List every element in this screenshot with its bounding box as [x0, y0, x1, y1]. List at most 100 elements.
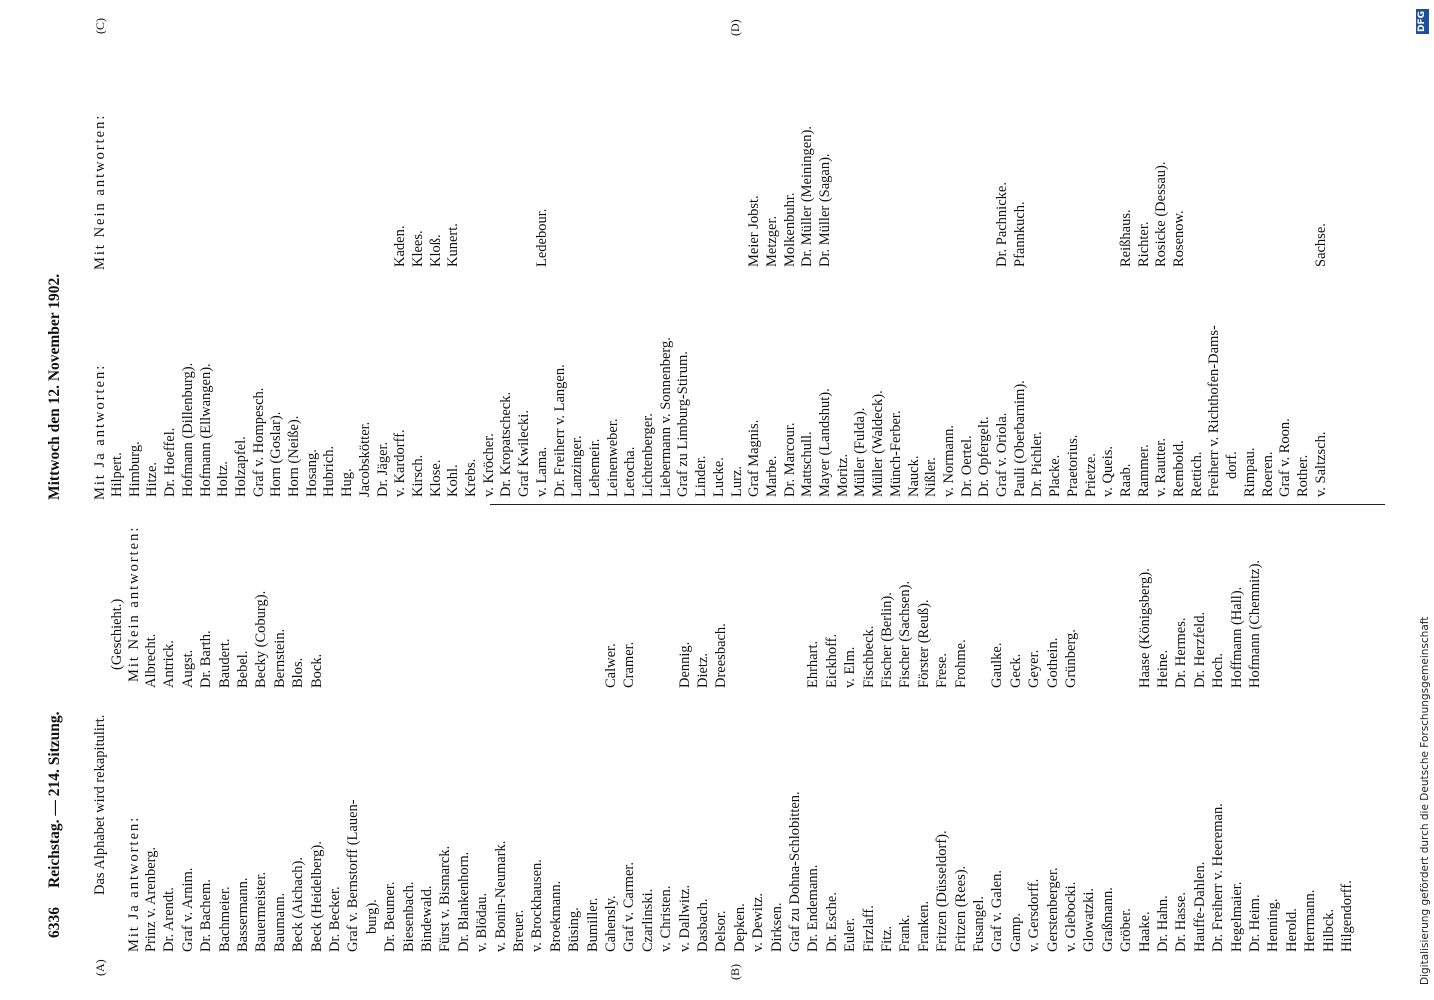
ja-name: Firzlaff.	[860, 905, 877, 952]
ja-name: Czarlinski.	[639, 888, 656, 952]
ja-name: Mayer (Landshut).	[817, 388, 833, 497]
ja-name: v. Brockhausen.	[529, 859, 546, 952]
nein-name: Gaulke.	[989, 642, 1006, 689]
header-date: Mittwoch den 12. November 1902.	[46, 273, 63, 500]
nein-name: Fischer (Berlin).	[879, 592, 895, 688]
ja-name: v. Blödau.	[474, 892, 491, 952]
ja-name: Haake.	[1136, 911, 1153, 952]
nein-name: Hoffmann (Hall).	[1228, 586, 1245, 688]
ja-name: Dr. Esche.	[823, 892, 840, 952]
nein-name: Molkenbuhr.	[781, 192, 798, 267]
ja-name: Baumann.	[271, 892, 288, 952]
ja-name: Müller (Fulda).	[852, 407, 869, 497]
nein-name: Sachse.	[1312, 223, 1329, 267]
nein-name: Fischbeck.	[860, 625, 877, 688]
ja-name: Depken.	[731, 903, 748, 952]
ja-name: Rembold.	[1171, 440, 1187, 497]
nein-heading: Mit Nein antworten:	[92, 113, 108, 270]
nein-heading: Mit Nein antworten:	[126, 525, 142, 682]
nein-name: Gothein.	[1044, 637, 1061, 688]
ja-name: Graf zu Limburg-Stirum.	[675, 351, 692, 497]
margin-mark: (A)	[93, 959, 107, 976]
dfg-logo: DFG	[1416, 8, 1429, 34]
nein-name: Dr. Müller (Sagan).	[817, 153, 833, 267]
ja-name: Placke.	[1047, 454, 1064, 497]
ja-name: Hofmann (Ellwangen).	[197, 363, 214, 497]
ja-name: Beck (Heidelberg).	[308, 841, 325, 952]
nein-name: Dreesbach.	[713, 623, 730, 688]
ja-name: Dr. Opfergelt.	[976, 416, 993, 497]
ja-name: Hauffe-Dahlen.	[1191, 861, 1208, 952]
nein-name: Ehrhart.	[805, 640, 822, 688]
ja-name: Marbe.	[763, 455, 780, 497]
ja-name: dorf.	[1224, 451, 1241, 479]
ja-name: Bindewald.	[419, 885, 435, 952]
ja-name: v. Gersdorff.	[1026, 878, 1043, 952]
ja-name: Hofmann (Dillenburg).	[179, 362, 196, 497]
ja-name: v. Queis.	[1100, 445, 1117, 497]
ja-name: Dr. Bachem.	[198, 879, 215, 952]
ja-name: Lurz.	[728, 466, 745, 497]
nein-name: Eickhoff.	[823, 633, 840, 688]
ja-name: Fitz.	[879, 925, 895, 952]
ja-name: Dr. Oertel.	[958, 435, 975, 497]
ja-name: Kirsch.	[409, 454, 426, 497]
ja-name: Graf v. Hompesch.	[250, 387, 267, 497]
nein-name: Blos.	[290, 657, 307, 688]
ja-name: Hegelmaier.	[1228, 881, 1245, 952]
nein-name: Calwer.	[603, 643, 619, 688]
ja-name: v. Saltzsch.	[1312, 431, 1329, 497]
ja-name: Graßmann.	[1099, 887, 1116, 952]
ja-name: v. Dewitz.	[750, 892, 767, 952]
nein-name: Bebel.	[235, 650, 251, 688]
ja-name: Dr. Endemann.	[805, 864, 822, 952]
ja-name: Gröber.	[1118, 908, 1135, 952]
ja-name: Fritzen (Rees).	[952, 865, 969, 952]
ja-name: Bumiller.	[584, 897, 601, 952]
nein-name: Albrecht.	[143, 633, 159, 688]
intro-text: Das Alphabet wird rekapitulirt.	[92, 714, 108, 895]
ja-name: Linder.	[693, 455, 710, 497]
ja-name: Büsing.	[566, 907, 583, 952]
margin-mark: (D)	[728, 19, 742, 36]
nein-name: Dr. Herzfeld.	[1191, 611, 1208, 688]
ja-name: Franken.	[915, 900, 932, 952]
ja-name: Graf Kwilecki.	[516, 410, 533, 497]
nein-name: Kunert.	[445, 223, 462, 267]
ja-name: Graf v. Arnim.	[179, 867, 196, 952]
nein-name: Bernstein.	[271, 628, 288, 688]
ja-name: Letocha.	[622, 446, 639, 497]
intro-note: (Geschieht.)	[109, 598, 125, 670]
ja-name: burg).	[363, 899, 380, 934]
page-number: 6336	[46, 907, 63, 938]
nein-name: Dr. Hermes.	[1173, 617, 1190, 688]
nein-name: v. Elm.	[842, 646, 859, 688]
ja-name: Cahensly.	[603, 895, 619, 952]
ja-name: Graf zu Dohna-Schlobitten.	[787, 791, 803, 952]
ja-name: Rother.	[1294, 454, 1311, 497]
nein-name: Richter.	[1135, 221, 1152, 267]
ja-name: Moritz.	[834, 453, 851, 497]
ja-name: Dr. Beumer.	[382, 881, 399, 952]
ja-name: Gerstenberger.	[1044, 867, 1061, 952]
ja-name: Horn (Neiße).	[286, 415, 302, 497]
ja-name: Dr. Arendt.	[161, 887, 178, 952]
nein-name: Baudert.	[216, 638, 233, 688]
ja-name: Graf v. Galen.	[989, 870, 1006, 952]
nein-name: Dietz.	[695, 652, 711, 688]
ja-name: Dr. Hasse.	[1173, 891, 1190, 952]
nein-name: Dr. Müller (Meiningen).	[799, 126, 816, 267]
ja-name: Gamp.	[1007, 912, 1024, 952]
ja-name: Pauli (Oberbarnim).	[1011, 380, 1028, 497]
nein-name: Grünberg.	[1063, 629, 1079, 688]
ja-name: Fusangel.	[971, 896, 987, 952]
ja-name: Dr. Heim.	[1247, 894, 1263, 952]
ja-name: Graf v. Oriola.	[994, 412, 1010, 497]
nein-name: Antrick.	[161, 640, 178, 688]
nein-name: Hoch.	[1210, 652, 1227, 688]
ja-name: Graf v. Bernstorff (Lauen-	[345, 799, 362, 952]
ja-name: Kohl.	[445, 464, 462, 497]
ja-name: Praetorius.	[1064, 434, 1081, 497]
ja-name: Rammer.	[1135, 444, 1152, 497]
